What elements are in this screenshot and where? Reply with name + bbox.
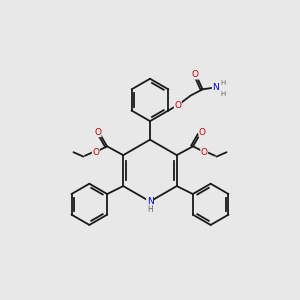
Text: O: O: [174, 101, 181, 110]
Text: O: O: [192, 70, 199, 79]
Text: O: O: [201, 148, 208, 157]
Text: N: N: [212, 83, 219, 92]
Text: O: O: [199, 128, 206, 137]
Text: H: H: [147, 205, 153, 214]
Text: O: O: [94, 128, 101, 137]
Text: H: H: [220, 91, 226, 97]
Text: O: O: [92, 148, 99, 157]
Text: N: N: [147, 197, 153, 206]
Text: H: H: [220, 80, 226, 85]
